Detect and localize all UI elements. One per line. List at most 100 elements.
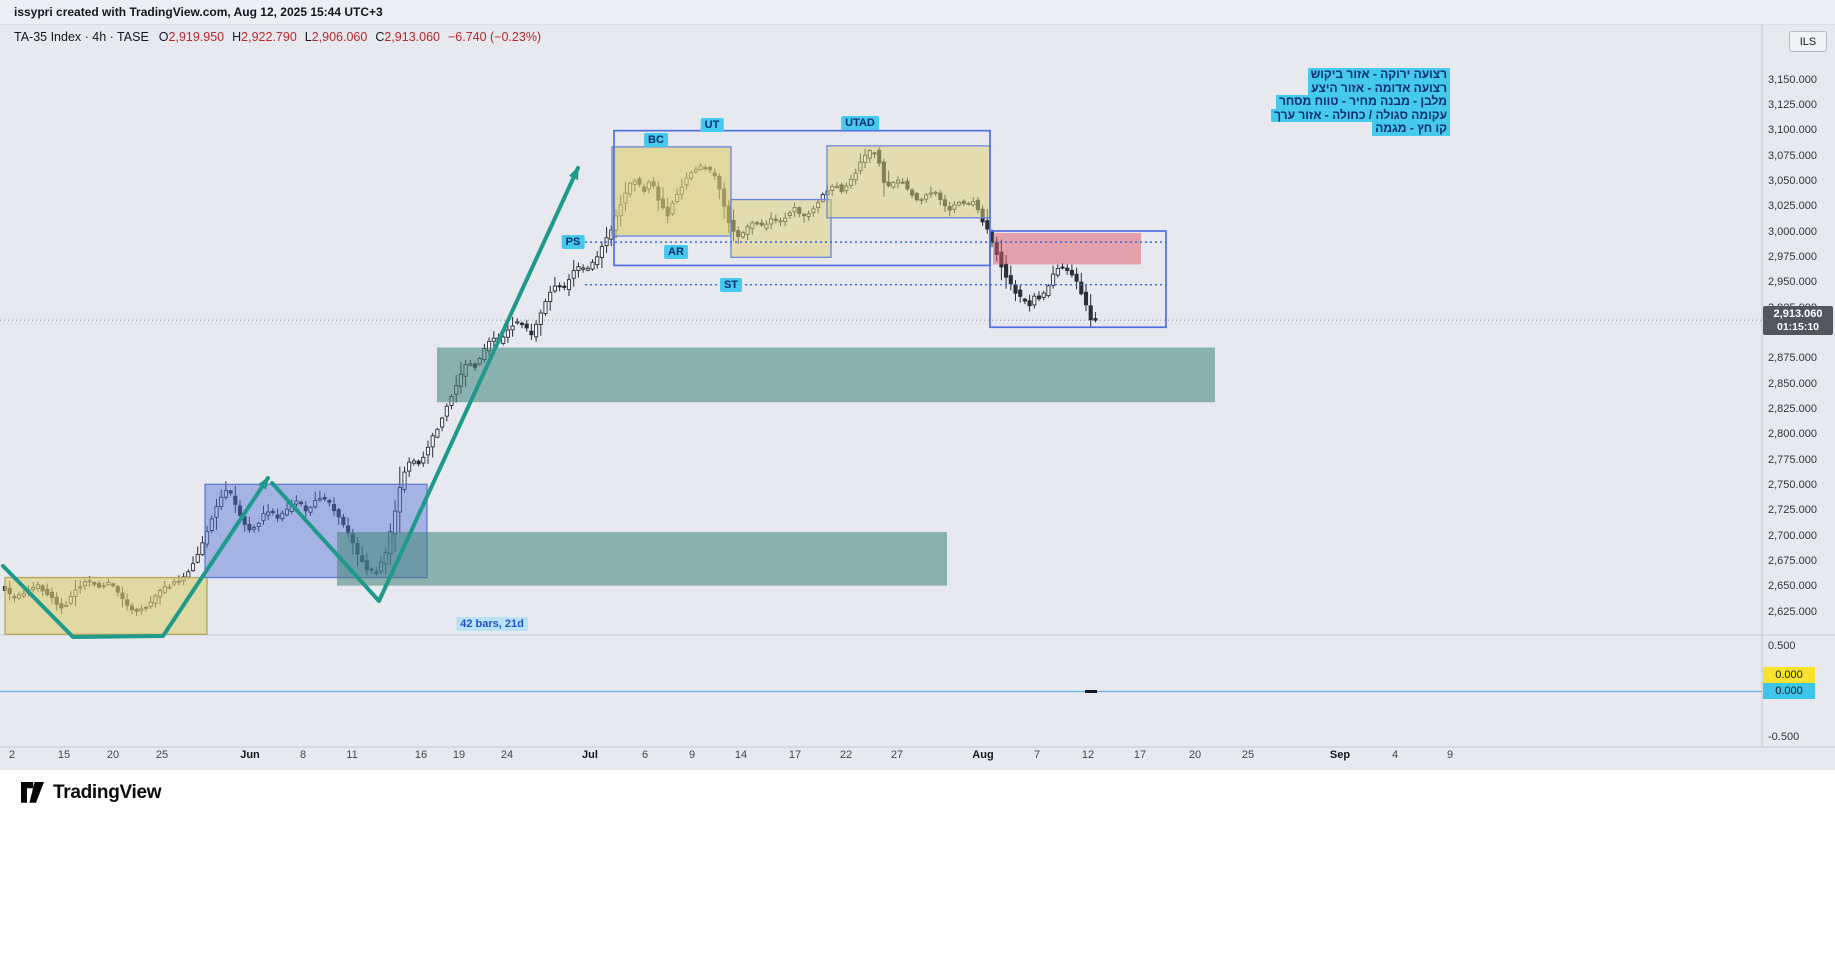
attribution-text: issypri created with TradingView.com, Au… — [14, 5, 383, 19]
rect-current-range[interactable] — [989, 230, 1167, 329]
zone-mid-yellow-box[interactable] — [730, 198, 832, 258]
time-tick: 11 — [346, 749, 358, 761]
ohlc-label: L — [304, 30, 312, 44]
ohlc-value: 2,922.790 — [241, 30, 297, 44]
brand-text: TradingView — [53, 781, 162, 803]
time-tick: 12 — [1081, 749, 1095, 761]
label-ps[interactable]: PS — [561, 235, 585, 249]
price-tick: 2,850.000 — [1768, 377, 1817, 390]
ohlc-pair: L2,906.060 — [305, 30, 368, 44]
time-tick: 8 — [299, 749, 307, 761]
time-tick: 25 — [155, 749, 169, 761]
tradingview-logo-icon — [21, 782, 44, 803]
time-tick: 9 — [1446, 749, 1454, 761]
price-tick: 2,875.000 — [1768, 352, 1817, 365]
price-tick: 2,650.000 — [1768, 580, 1817, 593]
zone-yellow-box-may[interactable] — [4, 576, 208, 635]
legend-line: מלבן - מבנה מחיר - טווח מסחר — [1275, 95, 1450, 109]
time-tick: 4 — [1391, 749, 1399, 761]
time-tick: 15 — [57, 749, 71, 761]
ohlc-value: 2,906.060 — [311, 30, 368, 44]
time-tick: 6 — [641, 749, 649, 761]
time-tick: 20 — [1188, 749, 1202, 761]
legend-line: עקומה סגולה / כחולה - אזור ערך — [1271, 108, 1450, 123]
ohlc-label: C — [375, 30, 385, 44]
price-tick: 3,100.000 — [1768, 124, 1817, 137]
price-tick: 3,000.000 — [1768, 225, 1817, 238]
indicator-badge-cyan: 0.000 — [1763, 683, 1815, 699]
indicator-tick: -0.500 — [1768, 730, 1800, 743]
rect-distribution-range[interactable] — [613, 129, 991, 267]
price-tick: 2,675.000 — [1768, 554, 1817, 567]
symbol-title[interactable]: TA-35 Index · 4h · TASE — [14, 30, 149, 44]
label-bc[interactable]: BC — [644, 133, 668, 147]
price-tick: 2,625.000 — [1768, 605, 1817, 618]
zone-bc-yellow-box[interactable] — [611, 146, 732, 237]
price-tick: 2,975.000 — [1768, 250, 1817, 263]
bars-counter[interactable]: 42 bars, 21d — [456, 617, 528, 631]
legend-line: רצועה אדומה - אזור היצע — [1308, 81, 1450, 96]
price-tick: 3,050.000 — [1768, 174, 1817, 187]
time-tick: 25 — [1241, 749, 1255, 761]
time-tick: 9 — [688, 749, 696, 761]
bar-countdown: 01:15:10 — [1776, 321, 1820, 333]
time-tick: 14 — [734, 749, 748, 761]
indicator-tick: 0.500 — [1768, 639, 1796, 652]
price-tick: 2,750.000 — [1768, 478, 1817, 491]
price-tick: 3,025.000 — [1768, 200, 1817, 213]
ohlc-label: H — [232, 30, 242, 44]
price-tick: 3,150.000 — [1768, 73, 1817, 86]
zone-teal-demand-lower[interactable] — [337, 531, 947, 586]
ohlc-value: 2,913.060 — [384, 30, 440, 44]
indicator-badge-yellow: 0.000 — [1763, 667, 1815, 683]
last-price-value: 2,913.060 — [1773, 308, 1823, 320]
trend-arrow-1[interactable] — [1, 476, 270, 639]
price-tick: 3,075.000 — [1768, 149, 1817, 162]
zone-teal-demand-upper[interactable] — [437, 347, 1215, 403]
time-tick: Jul — [582, 749, 598, 761]
zone-utad-yellow-box[interactable] — [826, 145, 991, 219]
price-tick: 2,725.000 — [1768, 504, 1817, 517]
label-utad[interactable]: UTAD — [841, 116, 879, 130]
legend-hebrew[interactable]: רצועה ירוקה - אזור ביקוש רצועה אדומה - אז… — [1271, 67, 1450, 136]
price-tick: 2,800.000 — [1768, 428, 1817, 441]
zone-supply-red-box[interactable] — [993, 233, 1141, 265]
price-tick: 2,950.000 — [1768, 276, 1817, 289]
price-tick: 2,700.000 — [1768, 529, 1817, 542]
symbol-header[interactable]: TA-35 Index · 4h · TASE O2,919.950 H2,922… — [14, 30, 541, 44]
time-tick: 17 — [788, 749, 802, 761]
ohlc-label: O — [158, 30, 169, 44]
ohlc-values: O2,919.950 H2,922.790 L2,906.060 C2,913.060 — [159, 30, 448, 44]
time-tick: 17 — [1133, 749, 1147, 761]
time-tick: 19 — [452, 749, 466, 761]
time-tick: 22 — [839, 749, 853, 761]
price-tick: 2,775.000 — [1768, 453, 1817, 466]
trend-arrow-2[interactable] — [270, 166, 580, 603]
label-ar[interactable]: AR — [664, 245, 688, 259]
label-ut[interactable]: UT — [700, 118, 724, 132]
time-tick: Jun — [240, 749, 260, 761]
ohlc-value: 2,919.950 — [168, 30, 225, 44]
tradingview-brand[interactable]: TradingView — [20, 781, 162, 804]
ohlc-pair: H2,922.790 — [232, 30, 297, 44]
time-tick: 27 — [890, 749, 904, 761]
price-tick: 2,825.000 — [1768, 402, 1817, 415]
time-tick: Aug — [972, 749, 994, 761]
time-tick: 7 — [1033, 749, 1041, 761]
time-tick: 20 — [106, 749, 120, 761]
legend-line: קו חץ - מגמה — [1372, 122, 1450, 136]
change-value: −6.740 (−0.23%) — [447, 30, 542, 44]
time-tick: 16 — [414, 749, 428, 761]
legend-line: רצועה ירוקה - אזור ביקוש — [1307, 67, 1450, 82]
price-tick: 3,125.000 — [1768, 98, 1817, 111]
ohlc-pair: O2,919.950 — [159, 30, 224, 44]
ohlc-pair: C2,913.060 — [375, 30, 440, 44]
label-st[interactable]: ST — [719, 278, 743, 292]
attribution-bar: issypri created with TradingView.com, Au… — [0, 0, 1835, 25]
time-tick: Sep — [1329, 749, 1351, 761]
time-tick: 24 — [500, 749, 514, 761]
last-price-badge: 2,913.060 01:15:10 — [1763, 306, 1833, 335]
currency-ils-button[interactable]: ILS — [1789, 31, 1827, 52]
